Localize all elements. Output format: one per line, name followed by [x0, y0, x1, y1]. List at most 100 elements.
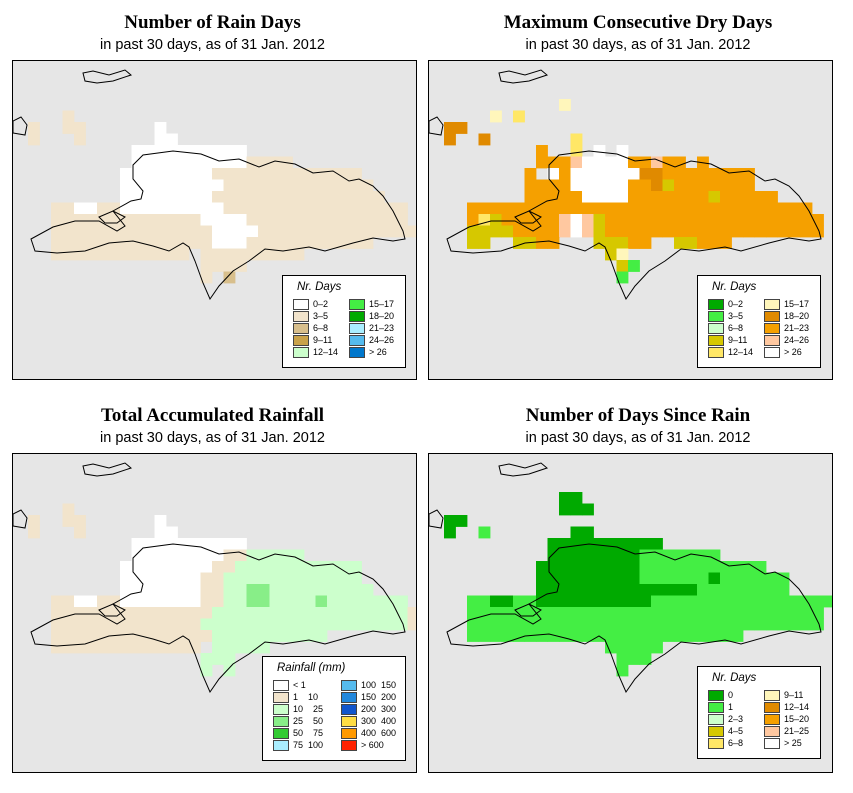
- grid-cell: [651, 607, 663, 619]
- grid-cell: [189, 641, 201, 654]
- grid-cell: [166, 248, 178, 261]
- grid-cell: [350, 214, 362, 226]
- legend-label: 24–26: [369, 335, 395, 345]
- grid-cell: [269, 584, 282, 596]
- legend-item: 15–20: [764, 713, 809, 725]
- grid-cell: [177, 618, 190, 631]
- grid-cell: [74, 122, 86, 134]
- grid-cell: [258, 156, 270, 169]
- grid-cell: [628, 538, 640, 550]
- grid-cell: [212, 572, 224, 585]
- legend-label: 4–5: [728, 726, 744, 736]
- grid-cell: [200, 572, 213, 585]
- grid-cell: [547, 572, 560, 585]
- grid-cell: [315, 607, 328, 619]
- grid-cell: [708, 595, 721, 608]
- grid-cell: [490, 202, 502, 215]
- grid-cell: [51, 595, 63, 608]
- grid-cell: [212, 145, 224, 157]
- grid-cell: [582, 572, 594, 585]
- grid-cell: [605, 191, 617, 203]
- grid-cell: [455, 515, 468, 527]
- grid-cell: [766, 572, 778, 585]
- grid-cell: [258, 237, 270, 249]
- grid-cell: [177, 168, 190, 180]
- grid-cell: [166, 549, 178, 562]
- legend-swatch: [764, 310, 780, 322]
- grid-cell: [582, 225, 594, 238]
- grid-cell: [85, 237, 98, 249]
- grid-cell: [85, 202, 98, 215]
- grid-cell: [570, 584, 583, 596]
- grid-cell: [697, 202, 709, 215]
- grid-cell: [166, 595, 178, 608]
- grid-cell: [143, 561, 155, 573]
- grid-cell: [258, 225, 270, 238]
- grid-cell: [246, 168, 259, 180]
- grid-cell: [327, 202, 339, 215]
- grid-cell: [212, 618, 224, 631]
- grid-cell: [223, 653, 236, 665]
- grid-cell: [304, 225, 316, 238]
- grid-cell: [51, 225, 63, 238]
- grid-cell: [536, 572, 548, 585]
- grid-cell: [754, 595, 767, 608]
- grid-cell: [166, 618, 178, 631]
- grid-cell: [582, 595, 594, 608]
- grid-cell: [524, 618, 537, 631]
- grid-cell: [154, 538, 167, 550]
- grid-cell: [281, 618, 293, 631]
- grid-cell: [154, 641, 167, 654]
- grid-cell: [582, 584, 594, 596]
- grid-cell: [235, 572, 247, 585]
- coastline-path: [13, 116, 28, 136]
- grid-cell: [662, 561, 675, 573]
- coastline-path: [13, 509, 28, 529]
- legend-label: 1 10: [293, 692, 319, 702]
- legend-item: 21–23: [349, 322, 394, 334]
- grid-cell: [651, 214, 663, 226]
- grid-cell: [513, 202, 525, 215]
- grid-cell: [593, 607, 606, 619]
- legend-item: 15–17: [349, 298, 394, 310]
- grid-cell: [490, 595, 502, 608]
- grid-cell: [593, 202, 606, 215]
- grid-cell: [616, 202, 629, 215]
- grid-cell: [662, 584, 675, 596]
- grid-cell: [258, 191, 270, 203]
- grid-cell: [570, 538, 583, 550]
- grid-cell: [628, 225, 640, 238]
- legend-label: 12–14: [313, 347, 339, 357]
- grid-cell: [685, 225, 698, 238]
- grid-cell: [651, 561, 663, 573]
- legend-item: 18–20: [764, 310, 809, 322]
- grid-cell: [350, 191, 362, 203]
- grid-cell: [223, 179, 236, 192]
- grid-cell: [327, 572, 339, 585]
- grid-cell: [223, 538, 236, 550]
- grid-cell: [350, 237, 362, 249]
- grid-cell: [315, 214, 328, 226]
- grid-cell: [154, 122, 167, 134]
- grid-cell: [166, 607, 178, 619]
- grid-cell: [513, 214, 525, 226]
- grid-cell: [131, 618, 144, 631]
- grid-cell: [292, 179, 305, 192]
- grid-cell: [674, 561, 686, 573]
- grid-cell: [536, 618, 548, 631]
- grid-cell: [812, 214, 824, 226]
- grid-cell: [605, 237, 617, 249]
- grid-cell: [373, 202, 385, 215]
- legend-item: 12–14: [764, 701, 809, 713]
- panel-title: Total Accumulated Rainfall: [100, 405, 325, 426]
- grid-cell: [467, 630, 479, 642]
- grid-cell: [246, 630, 259, 642]
- grid-cell: [327, 191, 339, 203]
- grid-cell: [708, 607, 721, 619]
- grid-cell: [304, 202, 316, 215]
- grid-cell: [189, 618, 201, 631]
- grid-cell: [292, 584, 305, 596]
- grid-cell: [166, 225, 178, 238]
- grid-cell: [281, 595, 293, 608]
- grid-cell: [697, 179, 709, 192]
